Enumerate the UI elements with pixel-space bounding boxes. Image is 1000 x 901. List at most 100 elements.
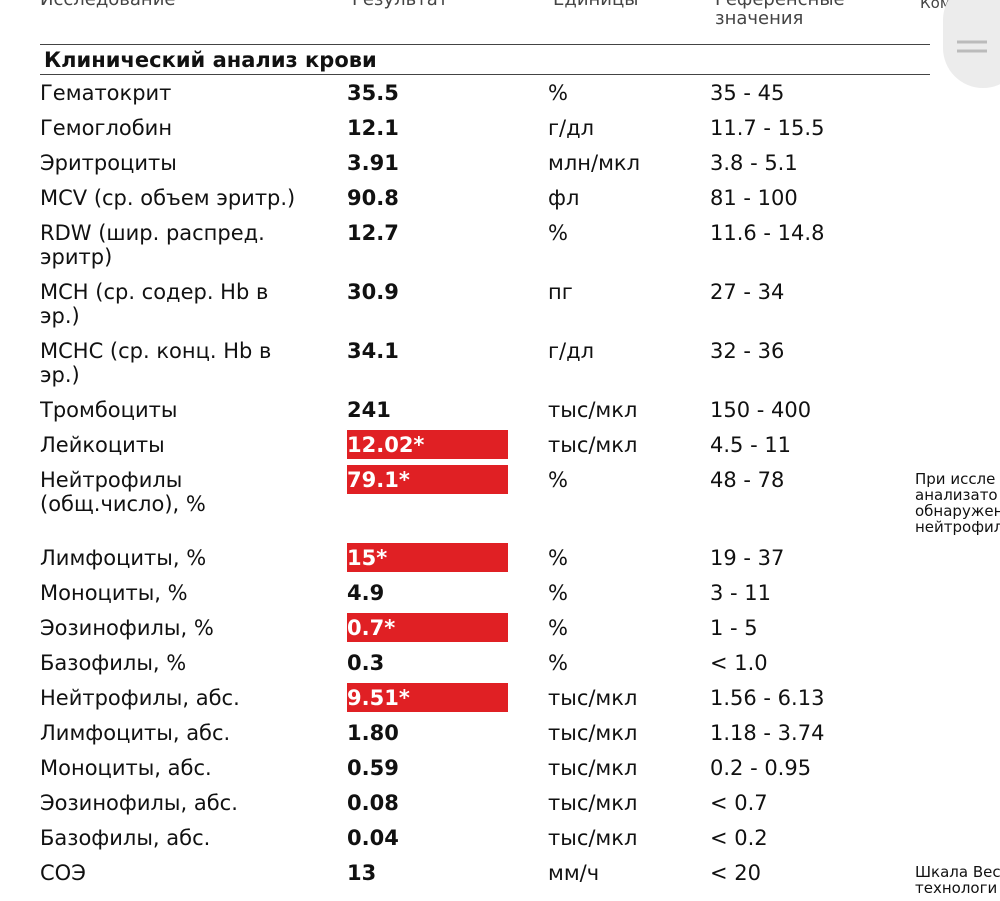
test-result: 12.7 xyxy=(347,221,399,245)
test-units: тыс/мкл xyxy=(548,791,638,815)
test-units: тыс/мкл xyxy=(548,686,638,710)
result-row: Лимфоциты, % 15*% 19 - 37 xyxy=(40,540,1000,575)
scroll-handle[interactable] xyxy=(943,0,1000,88)
result-row: Базофилы, % 0.3% < 1.0 xyxy=(40,645,1000,680)
test-name: RDW (шир. распред. эритр) xyxy=(40,221,265,269)
test-units: тыс/мкл xyxy=(548,756,638,780)
test-name: СОЭ xyxy=(40,861,86,885)
test-reference: 27 - 34 xyxy=(710,280,785,304)
abnormal-flag xyxy=(347,465,508,494)
test-result: 0.59 xyxy=(347,756,399,780)
test-name: Эритроциты xyxy=(40,151,177,175)
test-name: Лейкоциты xyxy=(40,433,165,457)
result-row: RDW (шир. распред. эритр) 12.7% 11.6 - 14.… xyxy=(40,215,1000,274)
test-reference: < 20 xyxy=(710,861,761,885)
test-reference: 11.7 - 15.5 xyxy=(710,116,825,140)
result-row: MCV (ср. объем эритр.) 90.8 фл 81 - 100 xyxy=(40,180,1000,215)
column-header: Референсные значения xyxy=(715,0,845,29)
test-result: 9.51* xyxy=(347,686,410,710)
test-units: фл xyxy=(548,186,580,210)
test-units: % xyxy=(548,651,568,675)
test-reference: 1.18 - 3.74 xyxy=(710,721,825,745)
result-row: Гемоглобин 12.1 г/дл 11.7 - 15.5 xyxy=(40,110,1000,145)
test-name: Эозинофилы, % xyxy=(40,616,214,640)
test-result: 79.1* xyxy=(347,468,410,492)
test-result: 3.91 xyxy=(347,151,399,175)
test-reference: 19 - 37 xyxy=(710,546,785,570)
result-row: Эозинофилы, абс. 0.08 тыс/мкл < 0.7 xyxy=(40,785,1000,820)
test-result: 35.5 xyxy=(347,81,399,105)
results-table: ИсследованиеРезультатЕдиницыРеференсные … xyxy=(40,0,1000,901)
column-header: Единицы xyxy=(553,0,715,44)
test-result: 0.3 xyxy=(347,651,385,675)
test-name: Базофилы, % xyxy=(40,651,187,675)
test-result: 34.1 xyxy=(347,339,399,363)
test-name: Нейтрофилы (общ.число), % xyxy=(40,468,206,516)
test-units: г/дл xyxy=(548,116,595,140)
handle-icon xyxy=(957,40,987,53)
result-row: Лимфоциты, абс. 1.80 тыс/мкл 1.18 - 3.74 xyxy=(40,715,1000,750)
column-header: Результат xyxy=(347,0,553,44)
test-reference: 1.56 - 6.13 xyxy=(710,686,825,710)
result-row: MCH (ср. содер. Hb в эр.) 30.9 пг 27 - 34 xyxy=(40,274,1000,333)
test-comment: При иссле анализато обнаружен нейтрофил xyxy=(915,470,1000,536)
test-result: 12.1 xyxy=(347,116,399,140)
test-reference: 48 - 78 xyxy=(710,468,785,492)
test-units: пг xyxy=(548,280,573,304)
result-row: Гематокрит 35.5% 35 - 45 xyxy=(40,75,1000,110)
test-result: 1.80 xyxy=(347,721,399,745)
test-result: 0.04 xyxy=(347,826,399,850)
result-row: СОЭ 13 мм/ч < 20 Шкала Вес технологи xyxy=(40,855,1000,901)
test-name: Моноциты, % xyxy=(40,581,188,605)
test-units: % xyxy=(548,616,568,640)
test-reference: 3.8 - 5.1 xyxy=(710,151,798,175)
result-row: Лейкоциты 12.02* тыс/мкл 4.5 - 11 xyxy=(40,427,1000,462)
result-row: Нейтрофилы, абс. 9.51* тыс/мкл 1.56 - 6.13 xyxy=(40,680,1000,715)
test-reference: 1 - 5 xyxy=(710,616,758,640)
test-result: 0.7* xyxy=(347,616,396,640)
test-result: 90.8 xyxy=(347,186,399,210)
test-name: MCH (ср. содер. Hb в эр.) xyxy=(40,280,269,328)
result-row: Нейтрофилы (общ.число), % 79.1*% 48 - 78 Пр… xyxy=(40,462,1000,540)
test-reference: < 1.0 xyxy=(710,651,768,675)
test-units: % xyxy=(548,221,568,245)
test-result: 0.08 xyxy=(347,791,399,815)
abnormal-flag xyxy=(347,613,508,642)
test-name: Гемоглобин xyxy=(40,116,173,140)
test-reference: 3 - 11 xyxy=(710,581,772,605)
test-reference: < 0.2 xyxy=(710,826,768,850)
test-name: Гематокрит xyxy=(40,81,172,105)
test-units: % xyxy=(548,581,568,605)
test-reference: 32 - 36 xyxy=(710,339,785,363)
test-result: 241 xyxy=(347,398,391,422)
test-reference: 0.2 - 0.95 xyxy=(710,756,812,780)
test-name: Лимфоциты, абс. xyxy=(40,721,231,745)
test-result: 30.9 xyxy=(347,280,399,304)
test-reference: 11.6 - 14.8 xyxy=(710,221,825,245)
header-row: ИсследованиеРезультатЕдиницыРеференсные … xyxy=(40,0,1000,45)
test-units: млн/мкл xyxy=(548,151,641,175)
test-name: Базофилы, абс. xyxy=(40,826,211,850)
test-units: тыс/мкл xyxy=(548,826,638,850)
test-name: Эозинофилы, абс. xyxy=(40,791,238,815)
test-name: Моноциты, абс. xyxy=(40,756,212,780)
section-title: Клинический анализ крови xyxy=(40,45,930,75)
column-header: Исследование xyxy=(40,0,347,44)
test-units: тыс/мкл xyxy=(548,398,638,422)
test-name: MCHC (ср. конц. Hb в эр.) xyxy=(40,339,272,387)
test-units: тыс/мкл xyxy=(548,721,638,745)
test-name: Тромбоциты xyxy=(40,398,178,422)
test-units: % xyxy=(548,546,568,570)
abnormal-flag xyxy=(347,430,508,459)
test-name: Нейтрофилы, абс. xyxy=(40,686,240,710)
test-comment: Шкала Вес технологи xyxy=(915,863,1000,897)
test-result: 13 xyxy=(347,861,377,885)
test-units: % xyxy=(548,468,568,492)
test-reference: 35 - 45 xyxy=(710,81,785,105)
test-units: тыс/мкл xyxy=(548,433,638,457)
result-row: Базофилы, абс. 0.04 тыс/мкл < 0.2 xyxy=(40,820,1000,855)
test-reference: < 0.7 xyxy=(710,791,768,815)
test-result: 4.9 xyxy=(347,581,385,605)
test-reference: 150 - 400 xyxy=(710,398,812,422)
abnormal-flag xyxy=(347,543,508,572)
